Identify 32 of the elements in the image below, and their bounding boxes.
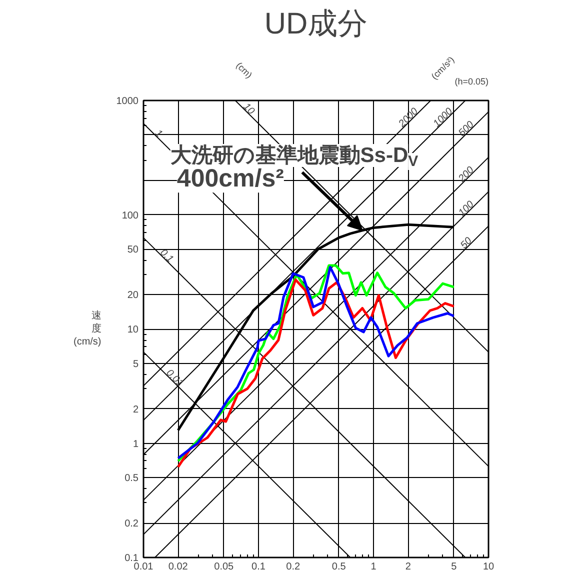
- x-tick-label: 0.02: [168, 562, 188, 572]
- annotation: 100: [456, 198, 477, 219]
- annotation: 200: [456, 164, 477, 186]
- x-tick-label: 10: [482, 562, 494, 572]
- y-tick-label: 0.2: [124, 518, 139, 530]
- x-tick-label: 1: [370, 562, 377, 572]
- y-tick-label: 0.5: [124, 473, 139, 484]
- annotation: 10: [240, 101, 257, 118]
- annotation: 0.1: [158, 247, 176, 265]
- y-tick-label: 5: [132, 358, 139, 370]
- y-tick-label: 1: [132, 438, 139, 450]
- y-tick-label: 50: [127, 244, 139, 256]
- annotation: 500: [456, 119, 477, 139]
- x-tick-label: 0.5: [332, 562, 346, 572]
- y-axis-title: 速度 (cm/s): [73, 309, 102, 348]
- x-tick-label: 0.05: [214, 562, 234, 572]
- x-tick-label: 0.1: [252, 562, 266, 572]
- annotation: 0.01: [164, 368, 186, 390]
- y-tick-label: 2: [132, 404, 139, 416]
- x-tick-label: 2: [405, 562, 412, 572]
- x-tick-label: 0.01: [134, 562, 154, 572]
- text: (h=0.05): [454, 76, 489, 86]
- x-tick-label: 5: [451, 562, 458, 572]
- annotation: 50: [458, 235, 475, 252]
- annotation: 1: [152, 128, 164, 140]
- y-tick-label: 0.1: [124, 553, 139, 564]
- chart-title: UD成分: [264, 8, 368, 40]
- y-tick-label: 100: [122, 210, 139, 222]
- y-tick-label: 20: [127, 290, 139, 302]
- y-tick-label: 10: [127, 324, 139, 336]
- y-tick-label: 1000: [116, 96, 139, 107]
- x-tick-label: 0.2: [286, 562, 301, 572]
